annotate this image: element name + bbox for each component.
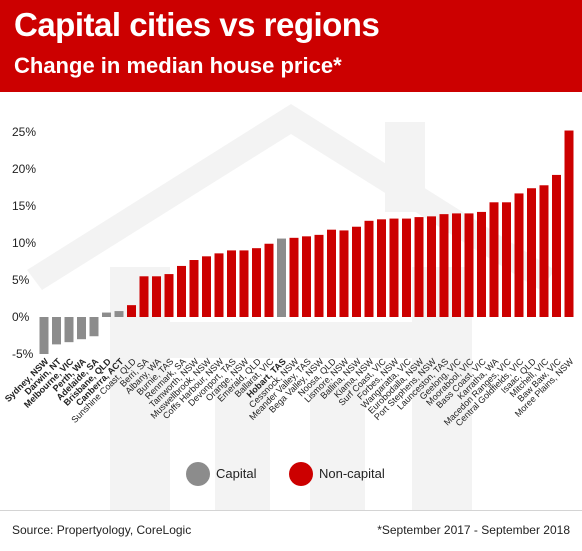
bar-capital: [277, 238, 286, 317]
legend-label-non-capital: Non-capital: [319, 466, 385, 481]
bar-non-capital: [427, 216, 436, 317]
bar-non-capital: [302, 236, 311, 317]
date-range-note: *September 2017 - September 2018: [377, 523, 570, 537]
footer: Source: Propertyology, CoreLogic *Septem…: [0, 510, 582, 551]
bar-capital: [39, 317, 49, 354]
bar-capital: [64, 317, 74, 343]
page-title: Capital cities vs regions: [14, 6, 380, 43]
bar-non-capital: [414, 217, 424, 317]
bar-series: [39, 130, 574, 354]
bar-non-capital: [189, 260, 199, 317]
bar-capital: [114, 311, 124, 317]
bar-non-capital: [364, 220, 374, 317]
bar-capital: [89, 317, 99, 337]
bar-non-capital: [527, 188, 536, 317]
y-tick-label: 25%: [12, 125, 36, 139]
page-subtitle: Change in median house price*: [14, 53, 342, 78]
bar-non-capital: [227, 250, 236, 317]
bar-non-capital: [214, 253, 224, 317]
capital-swatch-icon: [186, 462, 210, 486]
bar-non-capital: [339, 230, 349, 317]
bar-non-capital: [289, 237, 299, 317]
y-tick-label: 20%: [12, 162, 36, 176]
bar-non-capital: [389, 218, 399, 317]
bar-capital: [77, 317, 86, 340]
bar-non-capital: [164, 274, 174, 317]
y-tick-label: 10%: [12, 236, 36, 250]
bar-non-capital: [402, 218, 411, 317]
y-axis: 25% 20% 15% 10% 5% 0% -5%: [12, 125, 36, 361]
bar-non-capital: [514, 193, 524, 317]
bar-non-capital: [539, 185, 549, 317]
y-tick-label: 5%: [12, 273, 30, 287]
bar-non-capital: [177, 265, 186, 317]
y-tick-label: -5%: [12, 347, 34, 361]
bar-non-capital: [352, 226, 361, 317]
bar-non-capital: [552, 174, 561, 317]
bar-non-capital: [564, 130, 574, 317]
bar-capital: [102, 312, 111, 317]
bar-non-capital: [477, 211, 486, 317]
bar-non-capital: [202, 256, 211, 317]
bar-non-capital: [127, 305, 136, 317]
bar-non-capital: [314, 234, 324, 317]
bar-non-capital: [439, 214, 449, 317]
bar-capital: [52, 317, 61, 345]
y-tick-label: 15%: [12, 199, 36, 213]
bar-non-capital: [502, 202, 511, 317]
y-tick-label: 0%: [12, 310, 30, 324]
legend-label-capital: Capital: [216, 466, 257, 481]
bar-non-capital: [264, 243, 274, 317]
source-note: Source: Propertyology, CoreLogic: [12, 523, 192, 537]
bar-non-capital: [252, 248, 261, 317]
bar-non-capital: [139, 276, 149, 317]
non-capital-swatch-icon: [289, 462, 313, 486]
bar-non-capital: [377, 219, 386, 317]
bar-non-capital: [327, 229, 336, 317]
bar-non-capital: [464, 213, 474, 317]
header-banner: Capital cities vs regions Change in medi…: [0, 0, 582, 92]
bar-non-capital: [489, 202, 499, 317]
bar-non-capital: [452, 213, 461, 317]
bar-non-capital: [239, 250, 249, 317]
bar-non-capital: [152, 276, 161, 317]
